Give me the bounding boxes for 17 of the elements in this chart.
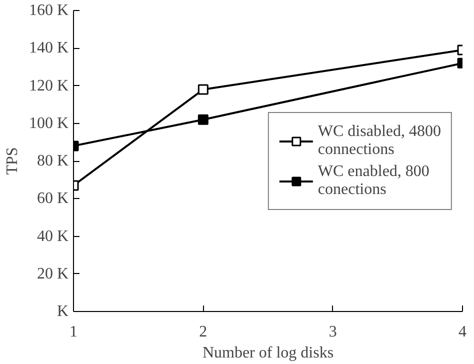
legend-label: WC disabled, 4800 connections	[318, 122, 441, 158]
x-tick-label: 3	[328, 324, 337, 340]
y-tick-label: 160 K	[28, 2, 69, 19]
y-tick-label: 60 K	[36, 190, 69, 208]
y-tick-label: 140 K	[28, 40, 69, 57]
x-tick-label: 4	[458, 324, 466, 340]
x-tick-label: 2	[199, 324, 208, 340]
y-tick-label: 100 K	[28, 114, 69, 132]
legend-label: WC enabled, 800 conections	[318, 162, 430, 198]
y-tick-label: 80 K	[36, 152, 69, 170]
y-tick-label: 120 K	[28, 77, 69, 94]
y-tick-label: 20 K	[36, 265, 69, 282]
y-tick-label: 40 K	[36, 228, 69, 245]
x-axis-title: Number of log disks	[202, 344, 334, 362]
y-axis-title: TPS	[4, 147, 21, 175]
x-tick-label: 1	[70, 324, 78, 340]
y-tick-label: K	[56, 303, 69, 320]
